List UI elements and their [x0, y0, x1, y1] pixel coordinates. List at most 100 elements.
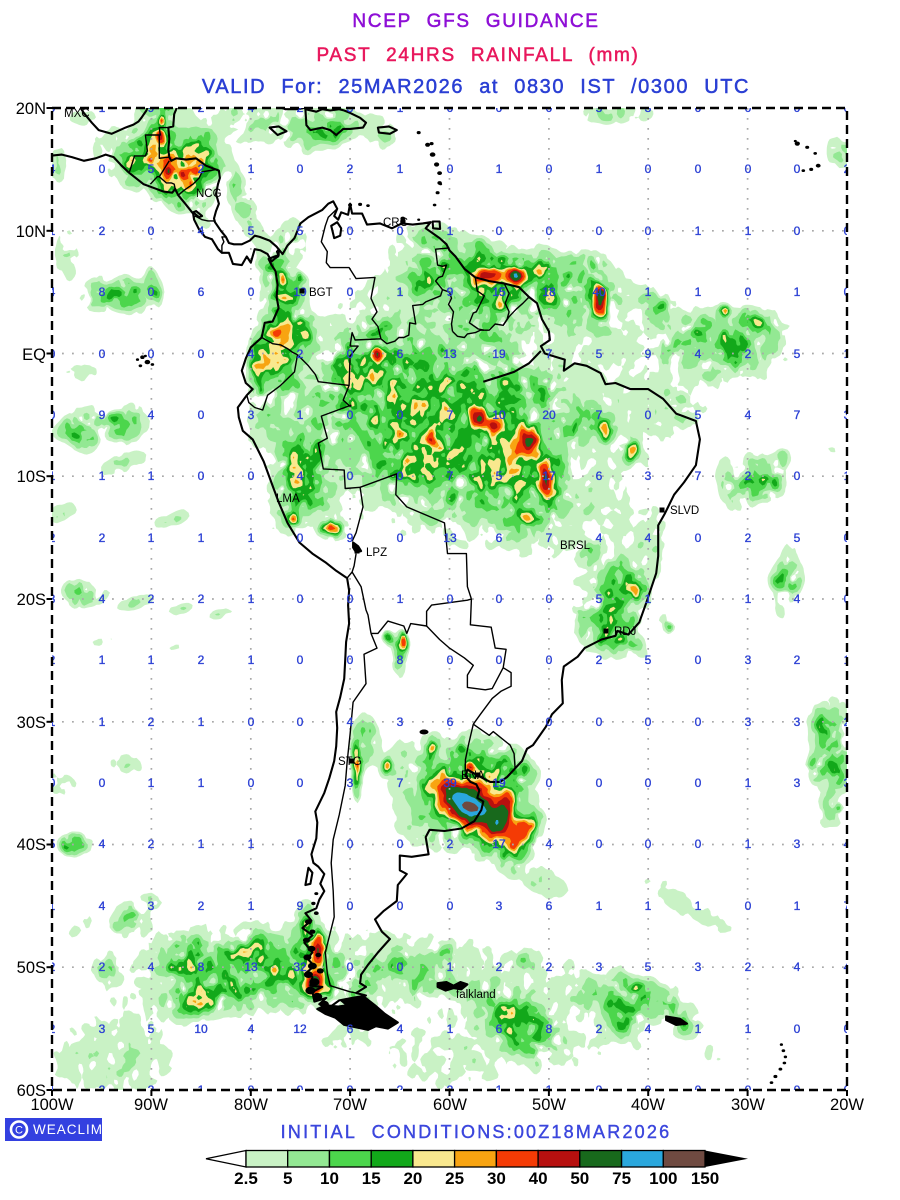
svg-text:0: 0 — [844, 224, 851, 238]
svg-text:1: 1 — [99, 469, 106, 483]
svg-text:19: 19 — [492, 776, 506, 790]
svg-text:3: 3 — [645, 101, 652, 115]
svg-text:9: 9 — [99, 408, 106, 422]
svg-text:2: 2 — [596, 1022, 603, 1036]
svg-text:6: 6 — [447, 715, 454, 729]
svg-text:1: 1 — [49, 224, 56, 238]
svg-text:10: 10 — [320, 1169, 339, 1188]
svg-text:50: 50 — [570, 1169, 589, 1188]
svg-text:3: 3 — [148, 899, 155, 913]
svg-text:0: 0 — [794, 1083, 801, 1097]
svg-text:1: 1 — [695, 1022, 702, 1036]
svg-text:0: 0 — [745, 162, 752, 176]
svg-text:75: 75 — [612, 1169, 631, 1188]
svg-text:0: 0 — [844, 531, 851, 545]
svg-text:3: 3 — [844, 408, 851, 422]
svg-text:7: 7 — [546, 531, 553, 545]
svg-text:1: 1 — [397, 101, 404, 115]
svg-text:19: 19 — [492, 347, 506, 361]
svg-text:39: 39 — [443, 776, 457, 790]
svg-text:2: 2 — [397, 1083, 404, 1097]
svg-text:0: 0 — [347, 408, 354, 422]
svg-text:40: 40 — [592, 285, 606, 299]
svg-text:2: 2 — [198, 162, 205, 176]
svg-text:0: 0 — [745, 1083, 752, 1097]
svg-text:4: 4 — [645, 1022, 652, 1036]
svg-text:10S: 10S — [17, 468, 46, 486]
svg-text:30S: 30S — [17, 714, 46, 732]
svg-text:1: 1 — [99, 101, 106, 115]
svg-text:3: 3 — [496, 899, 503, 913]
svg-text:7: 7 — [596, 408, 603, 422]
svg-text:0: 0 — [794, 224, 801, 238]
svg-text:5: 5 — [645, 653, 652, 667]
svg-text:2: 2 — [496, 960, 503, 974]
svg-text:1: 1 — [695, 285, 702, 299]
svg-text:0: 0 — [447, 653, 454, 667]
svg-text:0: 0 — [546, 592, 553, 606]
svg-text:4: 4 — [397, 1022, 404, 1036]
svg-text:1: 1 — [447, 1022, 454, 1036]
svg-text:2: 2 — [794, 653, 801, 667]
svg-text:0: 0 — [844, 1083, 851, 1097]
svg-text:13: 13 — [443, 347, 457, 361]
svg-text:0: 0 — [397, 899, 404, 913]
svg-text:2.5: 2.5 — [234, 1169, 258, 1188]
svg-text:1: 1 — [745, 224, 752, 238]
svg-text:7: 7 — [447, 408, 454, 422]
svg-text:1: 1 — [49, 715, 56, 729]
svg-text:10: 10 — [492, 408, 506, 422]
svg-text:0: 0 — [645, 162, 652, 176]
svg-text:5: 5 — [49, 837, 56, 851]
svg-text:1: 1 — [248, 837, 255, 851]
svg-text:50S: 50S — [17, 959, 46, 977]
svg-text:40S: 40S — [17, 836, 46, 854]
svg-text:3: 3 — [347, 776, 354, 790]
svg-text:10: 10 — [194, 1022, 208, 1036]
svg-text:70W: 70W — [333, 1096, 367, 1114]
svg-text:C: C — [15, 1125, 23, 1137]
svg-text:0: 0 — [99, 347, 106, 361]
svg-text:1: 1 — [794, 899, 801, 913]
svg-text:1: 1 — [148, 531, 155, 545]
svg-text:8: 8 — [99, 285, 106, 299]
svg-text:0: 0 — [297, 837, 304, 851]
svg-text:6: 6 — [198, 285, 205, 299]
svg-text:50W: 50W — [532, 1096, 566, 1114]
svg-text:3: 3 — [248, 408, 255, 422]
svg-text:2: 2 — [844, 162, 851, 176]
svg-text:0: 0 — [397, 408, 404, 422]
svg-text:0: 0 — [496, 224, 503, 238]
svg-text:25: 25 — [445, 1169, 464, 1188]
svg-text:20S: 20S — [17, 591, 46, 609]
svg-text:0: 0 — [347, 285, 354, 299]
svg-text:0: 0 — [99, 162, 106, 176]
svg-text:1: 1 — [695, 899, 702, 913]
svg-text:4: 4 — [198, 224, 205, 238]
svg-text:40W: 40W — [631, 1096, 665, 1114]
svg-text:7: 7 — [447, 469, 454, 483]
svg-text:5: 5 — [596, 101, 603, 115]
svg-text:2: 2 — [745, 469, 752, 483]
svg-text:20: 20 — [542, 408, 556, 422]
svg-text:2: 2 — [99, 960, 106, 974]
svg-text:6: 6 — [496, 531, 503, 545]
svg-text:1: 1 — [248, 531, 255, 545]
svg-text:4: 4 — [148, 408, 155, 422]
svg-text:4: 4 — [546, 837, 553, 851]
svg-text:WEACLIM: WEACLIM — [33, 1122, 103, 1137]
svg-text:0: 0 — [297, 592, 304, 606]
svg-text:2: 2 — [347, 162, 354, 176]
svg-text:20W: 20W — [830, 1096, 864, 1114]
svg-text:1: 1 — [397, 592, 404, 606]
svg-text:0: 0 — [49, 776, 56, 790]
svg-text:1: 1 — [596, 162, 603, 176]
svg-text:4: 4 — [596, 531, 603, 545]
svg-text:0: 0 — [596, 224, 603, 238]
svg-text:4: 4 — [248, 101, 255, 115]
svg-text:0: 0 — [397, 224, 404, 238]
svg-text:0: 0 — [695, 776, 702, 790]
svg-text:0: 0 — [248, 776, 255, 790]
svg-text:0: 0 — [645, 776, 652, 790]
svg-text:0: 0 — [99, 776, 106, 790]
